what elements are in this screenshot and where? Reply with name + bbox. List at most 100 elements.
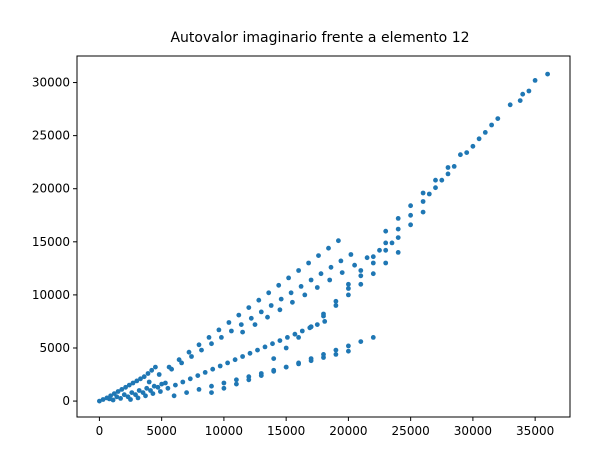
data-point (270, 341, 275, 347)
data-point (278, 296, 284, 302)
data-point (246, 305, 252, 310)
data-point (114, 394, 120, 400)
chart-title: Autovalor imaginario frente a elemento 1… (170, 30, 469, 46)
data-point (482, 130, 488, 135)
y-axis-ticks: 0 5000 10000 15000 20000 25000 30000 (32, 76, 77, 408)
y-tick-label: 0 (62, 394, 70, 408)
data-point (266, 290, 272, 296)
x-tick-label: 10000 (205, 424, 243, 438)
data-point (326, 245, 331, 251)
data-point (302, 292, 308, 298)
data-point (383, 228, 389, 234)
data-point (146, 379, 152, 385)
data-point (150, 391, 156, 396)
data-point (252, 322, 258, 327)
data-point (143, 393, 148, 399)
data-point (408, 222, 413, 228)
data-point (256, 297, 262, 303)
data-point (268, 303, 274, 308)
data-point (288, 290, 294, 296)
data-point (296, 268, 301, 273)
data-point (318, 271, 324, 277)
data-point (165, 385, 171, 391)
x-tick-label: 15000 (267, 424, 305, 438)
data-point (238, 322, 244, 327)
data-point (115, 389, 121, 394)
data-point (283, 364, 289, 370)
data-point (128, 397, 133, 402)
data-point (283, 345, 289, 351)
y-tick-label: 10000 (32, 288, 70, 302)
data-point (299, 328, 305, 334)
data-point (187, 376, 193, 382)
data-point (333, 347, 339, 353)
x-tick-label: 20000 (329, 424, 367, 438)
data-point (298, 284, 304, 289)
data-point (129, 390, 135, 395)
data-point (153, 364, 158, 370)
data-point (517, 98, 523, 103)
data-point (358, 339, 364, 344)
data-point (141, 374, 147, 380)
data-point (110, 397, 116, 403)
data-point (489, 122, 494, 128)
data-point (292, 331, 298, 337)
data-point (206, 335, 212, 340)
data-point (225, 360, 231, 366)
data-point (520, 91, 526, 97)
data-point (209, 390, 214, 395)
data-point (217, 363, 223, 369)
plot-area-frame (76, 55, 571, 418)
data-point (121, 392, 127, 398)
data-point (321, 311, 326, 317)
data-point (126, 382, 132, 388)
data-point (135, 395, 141, 401)
y-tick-label: 5000 (39, 341, 70, 355)
data-point (196, 387, 202, 392)
data-point (420, 199, 426, 204)
data-point (155, 384, 161, 390)
data-point (107, 396, 112, 402)
data-points (97, 71, 550, 404)
data-point (433, 185, 438, 191)
data-point (286, 275, 291, 281)
data-point (209, 341, 214, 347)
x-tick-label: 30000 (454, 424, 492, 438)
data-point (532, 78, 538, 83)
data-point (232, 357, 238, 363)
data-point (426, 191, 432, 197)
data-point (370, 260, 376, 266)
data-point (173, 382, 178, 388)
data-point (226, 320, 232, 325)
data-point (445, 171, 451, 177)
data-point (202, 370, 208, 375)
data-point (316, 253, 321, 258)
data-point (328, 264, 334, 270)
data-point (370, 254, 376, 260)
data-point (370, 271, 376, 277)
data-point (123, 384, 128, 390)
data-point (136, 388, 142, 393)
data-point (118, 396, 123, 401)
data-point (265, 314, 270, 320)
data-point (395, 226, 401, 232)
data-point (358, 281, 364, 287)
data-point (138, 376, 143, 382)
data-point (308, 277, 314, 283)
data-point (156, 372, 162, 377)
data-point (255, 347, 260, 353)
data-point (158, 389, 163, 394)
data-point (445, 165, 451, 170)
data-point (171, 393, 177, 399)
data-point (248, 315, 254, 321)
data-point (221, 380, 227, 386)
data-point (458, 152, 463, 158)
data-point (395, 235, 401, 241)
data-point (420, 209, 426, 215)
data-point (358, 273, 364, 279)
y-tick-label: 25000 (32, 129, 70, 143)
data-point (296, 360, 301, 366)
data-point (346, 348, 351, 354)
data-point (420, 190, 426, 196)
data-point (119, 387, 125, 392)
